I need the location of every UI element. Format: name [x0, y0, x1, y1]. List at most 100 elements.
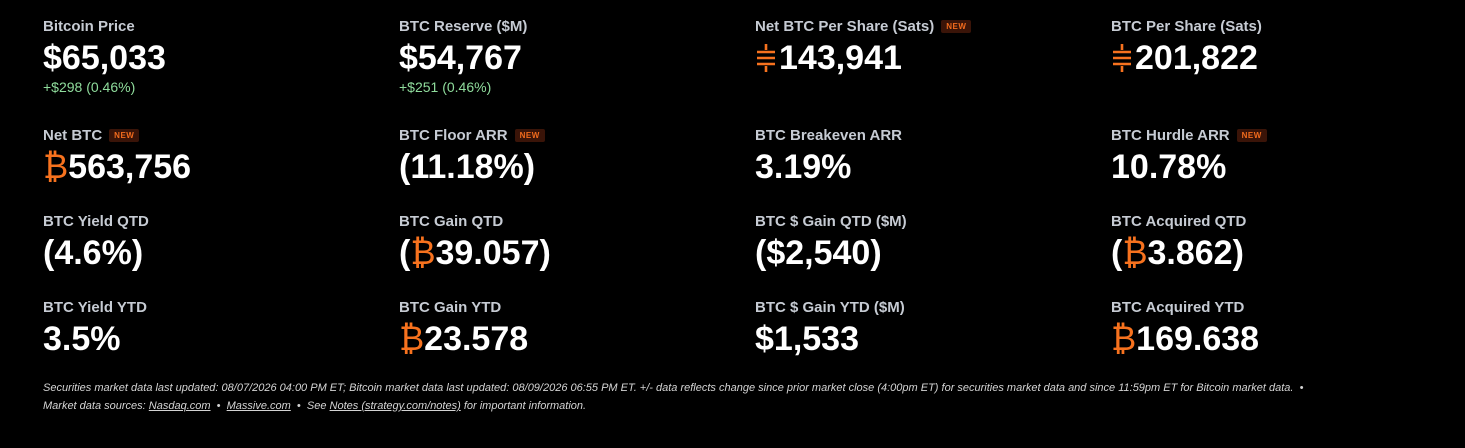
metric-value-row: ($2,540) [755, 232, 1095, 274]
metric-label-row: Net BTC Per Share (Sats) NEW [755, 17, 1095, 35]
new-badge: NEW [109, 128, 140, 142]
metric-label-row: BTC Hurdle ARR NEW [1111, 126, 1451, 144]
metric-value-row: (₿ 39.057) [399, 232, 739, 274]
metric-label-row: BTC Per Share (Sats) [1111, 17, 1451, 35]
metric-value: 3.862 [1147, 233, 1233, 272]
metric-value: 10.78% [1111, 147, 1227, 186]
metric-label: BTC Acquired YTD [1111, 298, 1245, 316]
metric-value-row: (11.18%) [399, 146, 739, 188]
metric-label-row: BTC Gain QTD [399, 212, 739, 230]
btc-symbol: ₿ [410, 233, 436, 272]
new-badge: NEW [514, 128, 545, 142]
metric-value: 169.638 [1136, 319, 1260, 358]
metric-value-row: $54,767 [399, 37, 739, 79]
footer-text: Market data sources: [43, 400, 149, 412]
metric-value: ($2,540) [755, 233, 882, 272]
metric-value: 3.5% [43, 319, 121, 358]
metric-value: 563,756 [68, 147, 192, 186]
metric-label: Bitcoin Price [43, 17, 135, 35]
metric-value: (11.18%) [399, 147, 536, 186]
metric-label: BTC Yield YTD [43, 298, 147, 316]
sats-icon [1113, 44, 1131, 72]
footer-text: • See [290, 400, 330, 412]
metric-value-row: ₿ 23.578 [399, 318, 739, 360]
metric-value: 23.578 [424, 319, 529, 358]
metric-label-row: BTC $ Gain QTD ($M) [755, 212, 1095, 230]
metric-label-row: BTC Acquired QTD [1111, 212, 1451, 230]
metric-card: Net BTC NEW ₿ 563,756 [43, 126, 383, 188]
metric-value-row: ₿ 563,756 [43, 146, 383, 188]
footer-link[interactable]: Notes (strategy.com/notes) [329, 400, 461, 412]
metric-card: BTC $ Gain QTD ($M) ($2,540) [755, 212, 1095, 274]
metric-card: BTC Yield QTD (4.6%) [43, 212, 383, 274]
metric-value-row: 10.78% [1111, 146, 1451, 188]
metric-value: $54,767 [399, 38, 522, 77]
metric-change: +$251 (0.46%) [399, 79, 492, 95]
metric-card: BTC Floor ARR NEW (11.18%) [399, 126, 739, 188]
metric-card: Bitcoin Price $65,033 +$298 (0.46%) [43, 17, 383, 96]
metric-label: BTC Acquired QTD [1111, 212, 1247, 230]
metric-label: BTC $ Gain YTD ($M) [755, 298, 905, 316]
footer-text: • [210, 400, 227, 412]
metric-value-row: $65,033 [43, 37, 383, 79]
metric-card: BTC Per Share (Sats) 201,822 [1111, 17, 1451, 79]
metric-label-row: Bitcoin Price [43, 17, 383, 35]
sats-icon [757, 44, 775, 72]
footer-text: Securities market data last updated: 08/… [43, 382, 1304, 394]
footer-line: Securities market data last updated: 08/… [43, 379, 1443, 397]
metric-label: BTC Breakeven ARR [755, 126, 902, 144]
metric-card: BTC Gain QTD (₿ 39.057) [399, 212, 739, 274]
metric-card: Net BTC Per Share (Sats) NEW 143,941 [755, 17, 1095, 79]
metric-card: BTC Breakeven ARR 3.19% [755, 126, 1095, 188]
metric-value: 143,941 [779, 38, 902, 77]
metric-label: Net BTC [43, 126, 103, 144]
metric-label: BTC Hurdle ARR [1111, 126, 1230, 144]
new-badge: NEW [941, 19, 972, 33]
footer: Securities market data last updated: 08/… [43, 379, 1443, 415]
metric-value-row: (4.6%) [43, 232, 383, 274]
metric-value-row: 143,941 [755, 37, 1095, 79]
metric-label-row: BTC Gain YTD [399, 298, 739, 316]
metric-label-row: BTC Yield YTD [43, 298, 383, 316]
metric-card: BTC Acquired QTD (₿ 3.862) [1111, 212, 1451, 274]
paren: ( [399, 233, 411, 272]
metric-label: BTC Gain YTD [399, 298, 502, 316]
metric-label-row: BTC $ Gain YTD ($M) [755, 298, 1095, 316]
btc-symbol: ₿ [1111, 319, 1137, 358]
metric-value: 39.057 [435, 233, 540, 272]
footer-link[interactable]: Nasdaq.com [148, 400, 211, 412]
new-badge: NEW [1236, 128, 1267, 142]
btc-symbol: ₿ [43, 147, 69, 186]
metric-label-row: BTC Floor ARR NEW [399, 126, 739, 144]
metric-change: +$298 (0.46%) [43, 79, 136, 95]
metric-value: 201,822 [1135, 38, 1258, 77]
metric-value-row: (₿ 3.862) [1111, 232, 1451, 274]
metric-label-row: BTC Acquired YTD [1111, 298, 1451, 316]
footer-link[interactable]: Massive.com [226, 400, 291, 412]
paren: ) [539, 233, 551, 272]
metric-value-row: 201,822 [1111, 37, 1451, 79]
metric-label: BTC Yield QTD [43, 212, 149, 230]
footer-text: for important information. [460, 400, 587, 412]
metric-label-row: BTC Reserve ($M) [399, 17, 739, 35]
metric-card: BTC Reserve ($M) $54,767 +$251 (0.46%) [399, 17, 739, 96]
metric-card: BTC Yield YTD 3.5% [43, 298, 383, 360]
metric-label-row: BTC Yield QTD [43, 212, 383, 230]
paren: ( [1111, 233, 1123, 272]
btc-symbol: ₿ [1122, 233, 1148, 272]
metric-value-row: $1,533 [755, 318, 1095, 360]
metric-label: BTC Gain QTD [399, 212, 504, 230]
metric-card: BTC Gain YTD ₿ 23.578 [399, 298, 739, 360]
metric-value-row: 3.19% [755, 146, 1095, 188]
metric-value: 3.19% [755, 147, 852, 186]
paren: ) [1232, 233, 1244, 272]
metric-value-row: ₿ 169.638 [1111, 318, 1451, 360]
metric-label-row: Net BTC NEW [43, 126, 383, 144]
metric-label: BTC Reserve ($M) [399, 17, 528, 35]
footer-line: Market data sources: Nasdaq.com • Massiv… [43, 397, 1443, 415]
metric-card: BTC Acquired YTD ₿ 169.638 [1111, 298, 1451, 360]
metric-value-row: 3.5% [43, 318, 383, 360]
metric-label-row: BTC Breakeven ARR [755, 126, 1095, 144]
metric-value: $1,533 [755, 319, 859, 358]
